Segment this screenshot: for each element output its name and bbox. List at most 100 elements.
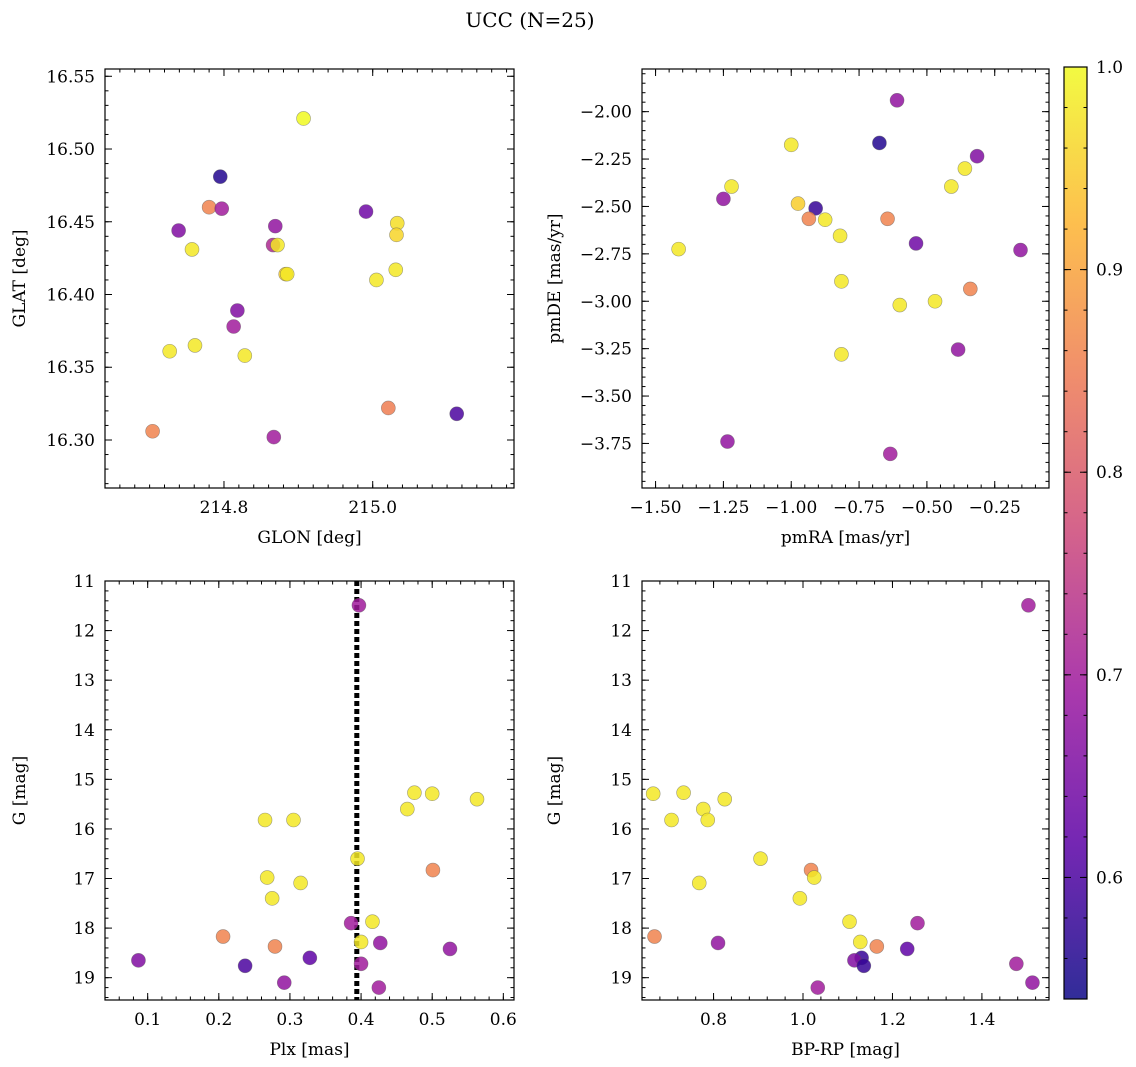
x-axis-label: pmRA [mas/yr] — [781, 528, 910, 548]
panel-4: 0.8 1.0 1.2 1.4 11 12 13 14 15 16 17 18 19 BP-RP [mag… — [545, 572, 1050, 1060]
y-axis-label: pmDE [mas/yr] — [545, 213, 565, 343]
scatter-point — [969, 148, 985, 164]
axis-ticks — [104, 580, 514, 1000]
x-tick-label: −1.25 — [697, 498, 749, 518]
y-tick-label: 16 — [73, 820, 95, 840]
scatter-point — [388, 262, 404, 278]
y-axis-label: G [mag] — [545, 756, 565, 825]
scatter-point — [424, 786, 440, 802]
scatter-point — [226, 319, 241, 334]
scatter-point — [381, 400, 396, 416]
x-tick-label: −0.50 — [901, 498, 953, 518]
scatter-point — [353, 956, 369, 972]
y-tick-label: 15 — [610, 770, 632, 790]
scatter-point — [716, 191, 731, 207]
scatter-point — [892, 297, 908, 313]
panel-3: 0.1 0.2 0.3 0.4 0.5 0.6 11 12 13 14 15 16 17 18 19 Plx … — [10, 572, 517, 1060]
x-axis-label: BP-RP [mag] — [791, 1040, 900, 1060]
x-tick-label: −1.50 — [630, 498, 682, 518]
scatter-point — [302, 950, 318, 966]
scatter-point — [790, 196, 806, 211]
y-tick-label: 19 — [610, 969, 632, 989]
scatter-point — [372, 935, 388, 951]
y-tick-label: −3.75 — [580, 434, 632, 454]
scatter-point — [817, 212, 833, 228]
scatter-point — [267, 218, 283, 234]
y-tick-label: 18 — [73, 919, 95, 939]
scatter-point — [710, 935, 726, 951]
scatter-point — [1009, 956, 1024, 972]
scatter-point — [724, 179, 739, 194]
scatter-point — [834, 347, 849, 362]
axes-frame — [104, 580, 515, 1001]
scatter-point — [645, 786, 661, 802]
scatter-point — [371, 980, 387, 995]
x-tick-label: 1.2 — [879, 1010, 906, 1030]
x-tick-label: 0.1 — [134, 1010, 161, 1030]
scatter-point — [832, 228, 848, 244]
y-tick-label: 12 — [610, 622, 632, 642]
scatter-points — [145, 111, 465, 445]
x-tick-label: −0.75 — [833, 498, 885, 518]
scatter-point — [131, 953, 146, 968]
scatter-point — [856, 958, 872, 974]
scatter-point — [353, 934, 369, 950]
x-tick-label: 0.2 — [205, 1010, 232, 1030]
scatter-point — [700, 812, 716, 828]
scatter-point — [880, 211, 895, 227]
scatter-point — [162, 343, 177, 359]
scatter-point — [389, 227, 404, 243]
x-tick-label: 0.8 — [700, 1010, 727, 1030]
y-tick-label: 13 — [73, 671, 95, 691]
scatter-point — [230, 303, 245, 318]
axis-ticks — [641, 580, 1049, 1000]
scatter-point — [351, 597, 367, 613]
y-axis-label: G [mag] — [10, 756, 30, 825]
scatter-point — [671, 241, 686, 257]
scatter-point — [927, 293, 943, 309]
scatter-point — [286, 812, 301, 828]
scatter-point — [1013, 242, 1028, 258]
colorbar-fill — [1064, 67, 1087, 999]
scatter-point — [676, 785, 691, 801]
y-axis-label: GLAT [deg] — [10, 229, 30, 327]
scatter-point — [869, 939, 885, 954]
scatter-point — [259, 870, 275, 885]
scatter-point — [691, 875, 707, 891]
y-tick-label: 11 — [73, 572, 95, 592]
colorbar-tick-label: 0.7 — [1096, 666, 1123, 686]
scatter-point — [350, 851, 365, 866]
scatter-point — [1021, 597, 1036, 613]
scatter-point — [792, 891, 808, 906]
x-tick-label: 0.3 — [276, 1010, 303, 1030]
x-tick-label: −0.25 — [969, 498, 1021, 518]
scatter-point — [187, 338, 203, 353]
panels: 214.8 215.0 16.30 16.35 16.40 16.45 16.50 16.55… — [10, 67, 1050, 1060]
y-tick-label: 15 — [73, 770, 95, 790]
x-tick-label: −1.00 — [765, 498, 817, 518]
scatter-point — [257, 812, 273, 828]
scatter-point — [720, 434, 735, 449]
y-tick-label: 17 — [73, 870, 95, 890]
y-tick-label: −2.00 — [580, 103, 632, 123]
scatter-point — [908, 236, 924, 251]
scatter-point — [267, 939, 283, 954]
y-tick-label: 16 — [610, 820, 632, 840]
y-tick-label: 19 — [73, 969, 95, 989]
x-tick-label: 1.0 — [789, 1010, 816, 1030]
y-tick-label: −2.50 — [580, 197, 632, 217]
scatter-point — [293, 875, 308, 891]
scatter-point — [882, 446, 898, 462]
y-tick-label: −2.25 — [580, 150, 632, 170]
axes-frame — [641, 580, 1050, 1001]
scatter-point — [950, 342, 966, 357]
y-tick-label: 13 — [610, 671, 632, 691]
colorbar-frame — [1063, 66, 1088, 1000]
scatter-point — [852, 934, 868, 950]
scatter-point — [212, 169, 228, 184]
scatter-point — [369, 272, 384, 288]
scatter-point — [469, 791, 485, 807]
x-axis-label: GLON [deg] — [257, 528, 361, 548]
